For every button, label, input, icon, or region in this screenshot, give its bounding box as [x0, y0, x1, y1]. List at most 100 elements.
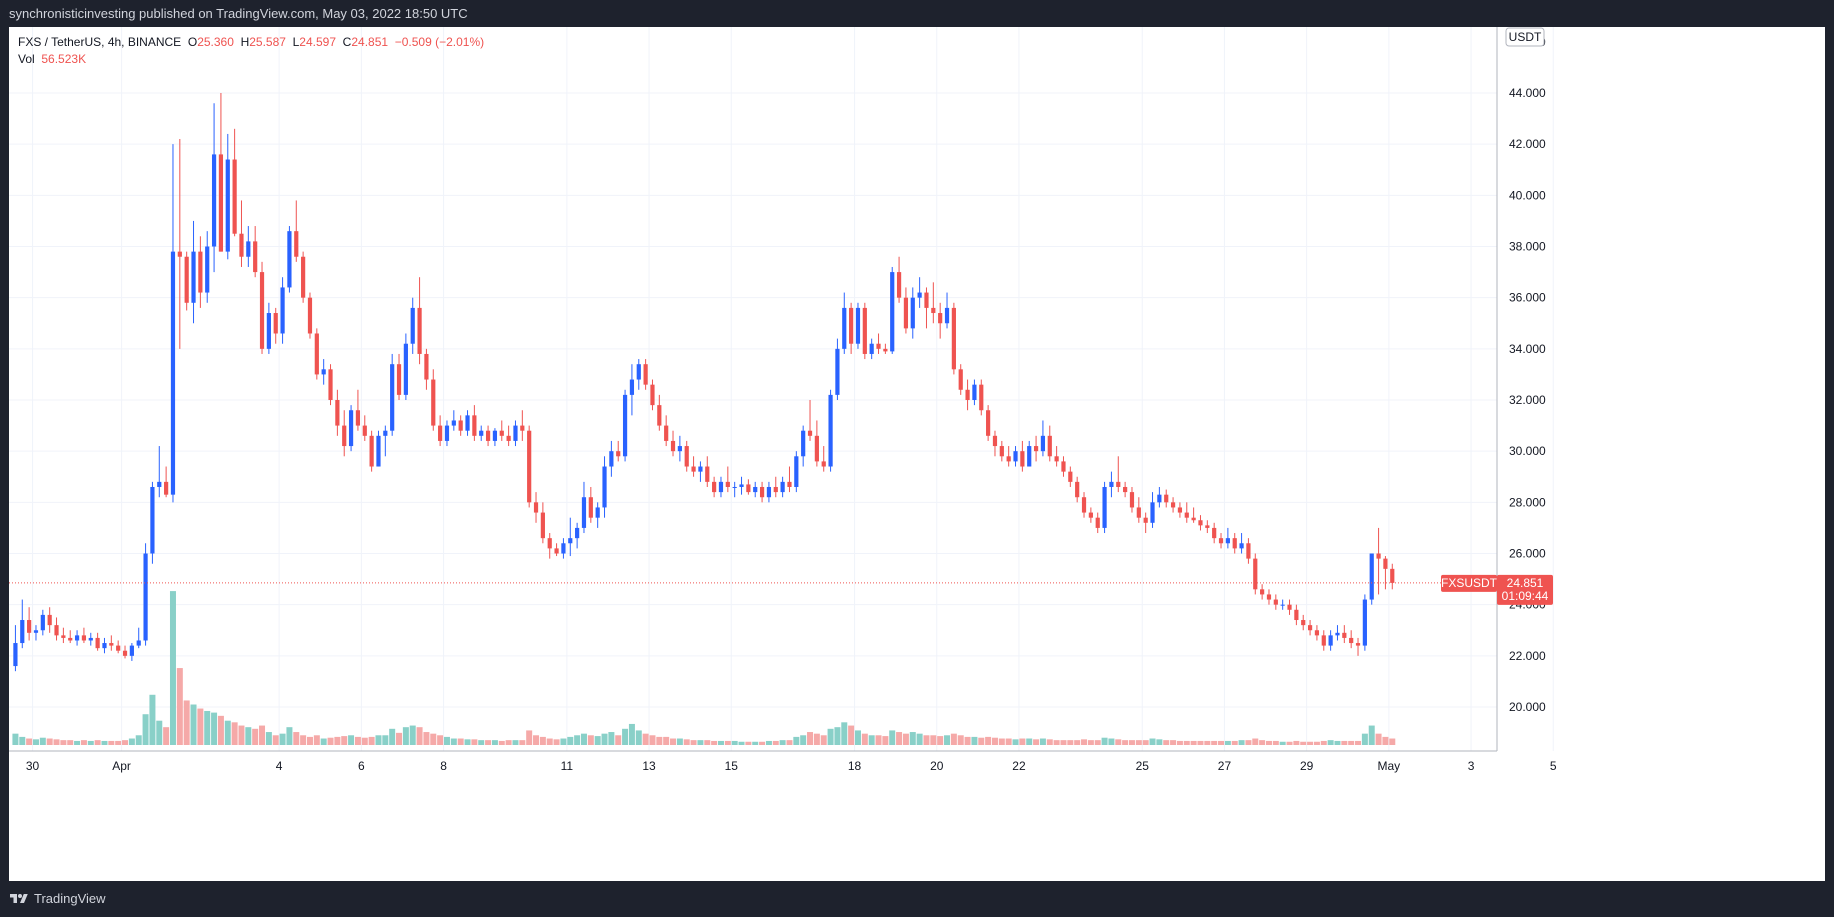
volume-bar	[1190, 740, 1197, 745]
volume-bar	[1094, 740, 1101, 745]
candle-body	[431, 379, 436, 426]
candle-body	[821, 461, 826, 467]
candle-body	[1150, 502, 1155, 523]
published-info-bar: synchronisticinvesting published on Trad…	[0, 0, 1834, 27]
volume-bar	[368, 736, 375, 745]
volume-bar	[594, 736, 601, 745]
volume-bar	[923, 735, 930, 745]
volume-bar	[978, 737, 985, 745]
candle-body	[547, 538, 552, 549]
volume-bar	[724, 740, 731, 745]
candle-body	[1349, 637, 1354, 644]
volume-bar	[580, 733, 587, 745]
candle-body	[68, 637, 73, 641]
tradingview-logo-icon	[10, 893, 28, 903]
volume-bar	[1176, 740, 1183, 745]
volume-bar	[560, 738, 567, 745]
volume-bar	[1348, 740, 1355, 745]
volume-bar	[1259, 740, 1266, 745]
volume-bar	[231, 722, 238, 745]
volume-bar	[115, 740, 122, 745]
price-tick-label: 22.000	[1509, 649, 1546, 663]
volume-bar	[60, 740, 67, 745]
tradingview-brand[interactable]: TradingView	[10, 891, 106, 906]
volume-bar	[1368, 725, 1375, 745]
volume-bar	[1005, 738, 1012, 745]
volume-bar	[94, 740, 101, 745]
candle-body	[1307, 625, 1313, 631]
candle-body	[479, 430, 484, 436]
candle-body	[177, 251, 182, 257]
candle-body	[944, 307, 950, 324]
candle-body	[1191, 517, 1196, 521]
volume-bar	[731, 740, 738, 745]
volume-bar	[396, 732, 403, 745]
candle-body	[485, 430, 491, 441]
candlestick-chart[interactable]: 20.00022.00024.00026.00028.00030.00032.0…	[9, 27, 1825, 881]
candle-body	[390, 364, 395, 431]
candle-body	[1376, 553, 1381, 559]
volume-bar	[635, 730, 642, 745]
candle-body	[540, 512, 545, 539]
price-tick-label: 34.000	[1509, 342, 1546, 356]
volume-bar	[176, 668, 183, 745]
volume-bar	[642, 733, 649, 745]
candle-body	[1006, 456, 1011, 462]
volume-bar	[1053, 740, 1060, 745]
volume-bar	[1286, 741, 1293, 745]
candle-body	[814, 435, 819, 462]
candle-body	[951, 307, 956, 370]
candle-body	[705, 466, 710, 482]
volume-bar	[389, 728, 396, 745]
volume-bar	[437, 735, 444, 745]
volume-bar	[382, 735, 389, 745]
candle-body	[1027, 446, 1032, 467]
volume-bar	[676, 738, 683, 745]
candle-body	[54, 625, 59, 636]
volume-bar	[553, 739, 560, 745]
volume-bar	[341, 736, 348, 745]
candle-body	[1239, 543, 1244, 549]
volume-bar	[122, 740, 129, 745]
volume-bar	[46, 738, 53, 745]
volume-bar	[779, 740, 786, 745]
volume-bar	[238, 725, 245, 745]
chart-area[interactable]: 20.00022.00024.00026.00028.00030.00032.0…	[9, 27, 1825, 881]
volume-bar	[26, 738, 33, 745]
volume-bar	[1108, 738, 1115, 745]
volume-bar	[896, 732, 903, 745]
volume-bar	[197, 708, 204, 745]
candle-body	[1164, 494, 1169, 503]
candle-body	[787, 481, 792, 487]
high-label: H	[240, 35, 250, 49]
volume-bar	[944, 735, 951, 745]
volume-bar	[300, 735, 307, 745]
volume-bar	[74, 740, 81, 745]
candle-body	[129, 645, 134, 656]
candle-body	[218, 154, 224, 252]
candle-body	[725, 481, 730, 487]
volume-bar	[1019, 738, 1026, 745]
candle-body	[1040, 435, 1046, 452]
time-tick-label: 18	[848, 759, 862, 773]
volume-bar	[334, 736, 341, 745]
volume-bar	[306, 736, 313, 745]
volume-bar	[1197, 740, 1204, 745]
volume-bar	[827, 728, 834, 745]
price-tick-label: 40.000	[1509, 188, 1546, 202]
candle-body	[609, 451, 614, 467]
volume-bar	[539, 736, 546, 745]
candle-body	[191, 251, 196, 303]
time-tick-label: 13	[642, 759, 656, 773]
price-tick-label: 38.000	[1509, 240, 1546, 254]
volume-bar	[868, 735, 875, 745]
price-tick-label: 20.000	[1509, 700, 1546, 714]
candle-body	[855, 307, 861, 344]
volume-bar	[567, 736, 574, 745]
brand-name: TradingView	[34, 891, 106, 906]
volume-bar	[1238, 740, 1245, 745]
candle-body	[273, 313, 278, 334]
volume-bar	[608, 732, 615, 745]
candle-body	[20, 620, 25, 644]
candle-body	[938, 313, 943, 324]
